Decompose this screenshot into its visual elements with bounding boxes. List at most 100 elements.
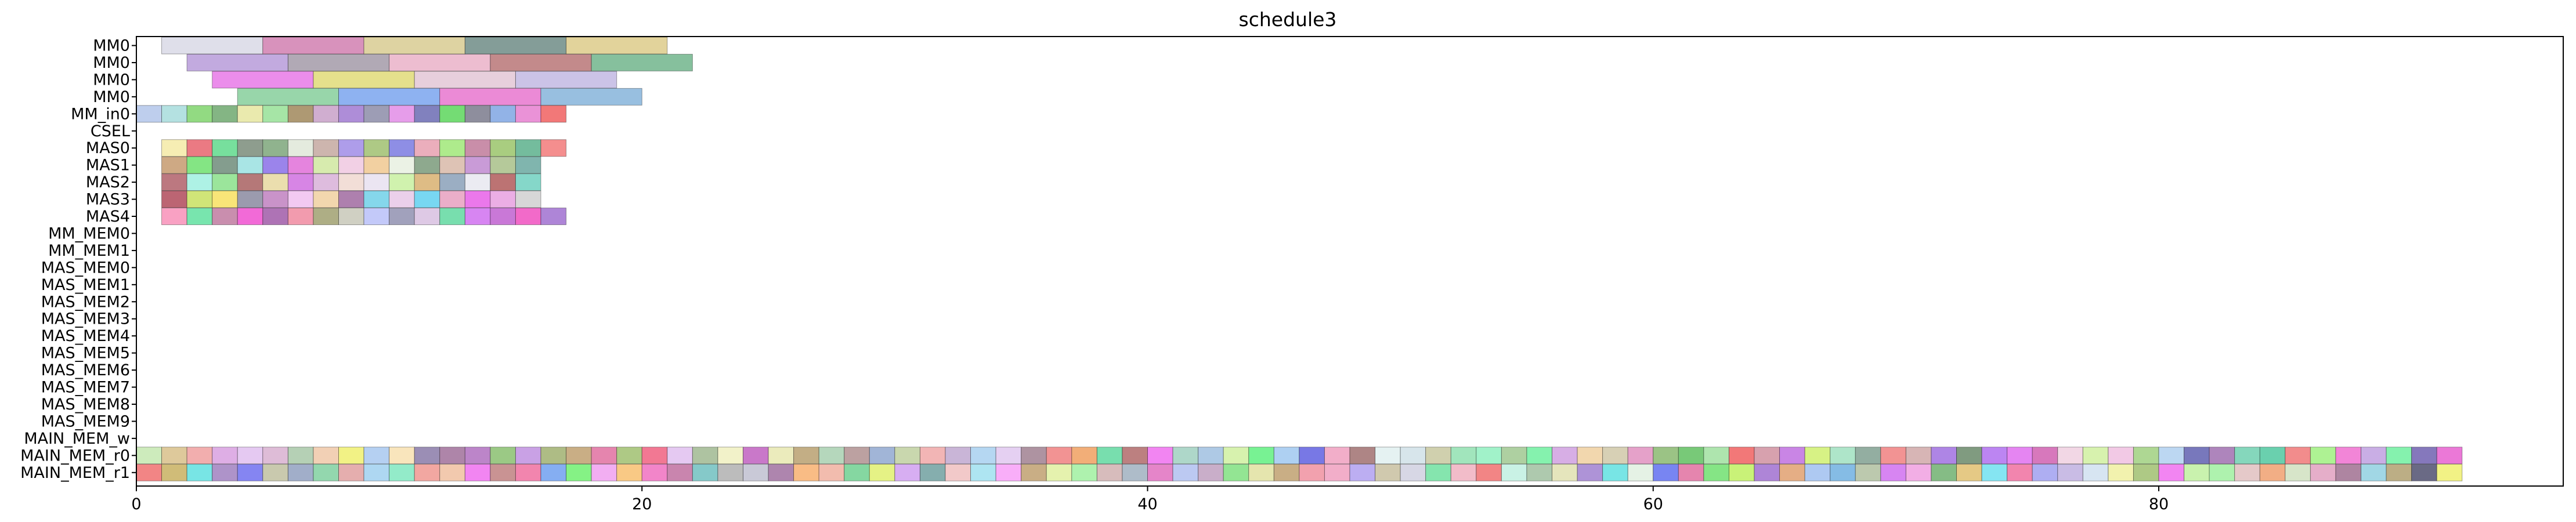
task-bar-24-10 [389, 447, 415, 465]
task-bar-4-11 [414, 105, 440, 123]
task-bar-10-4 [262, 208, 288, 225]
task-bar-8-8 [363, 173, 390, 191]
row-label: MAS_MEM4 [41, 327, 130, 345]
task-bar-6-0 [161, 139, 187, 157]
task-bar-25-59 [1627, 463, 1654, 481]
task-bar-25-72 [1956, 463, 1982, 481]
task-bar-25-23 [717, 463, 743, 481]
task-bar-10-9 [389, 208, 415, 225]
task-bar-24-51 [1425, 447, 1451, 465]
task-bar-25-74 [2007, 463, 2033, 481]
plot-frame [136, 36, 2564, 487]
task-bar-7-0 [161, 156, 187, 174]
task-bar-25-36 [1046, 463, 1072, 481]
task-bar-25-2 [186, 463, 213, 481]
task-bar-24-76 [2057, 447, 2083, 465]
task-bar-9-3 [237, 190, 263, 208]
task-bar-25-79 [2133, 463, 2159, 481]
task-bar-10-5 [287, 208, 314, 225]
task-bar-4-10 [389, 105, 415, 123]
task-bar-4-6 [287, 105, 314, 123]
task-bar-24-35 [1021, 447, 1047, 465]
task-bar-6-11 [439, 139, 465, 157]
task-bar-25-0 [136, 463, 162, 481]
task-bar-24-78 [2108, 447, 2134, 465]
task-bar-9-9 [389, 190, 415, 208]
task-bar-6-13 [490, 139, 516, 157]
task-bar-25-15 [515, 463, 541, 481]
task-bar-25-32 [945, 463, 971, 481]
task-bar-0-1 [262, 37, 364, 55]
task-bar-25-26 [793, 463, 819, 481]
task-bar-25-18 [591, 463, 617, 481]
task-bar-7-12 [464, 156, 491, 174]
task-bar-7-13 [490, 156, 516, 174]
task-bar-6-14 [515, 139, 541, 157]
row-label: MAS2 [86, 173, 130, 191]
row-label: MAIN_MEM_r1 [20, 464, 130, 482]
task-bar-24-56 [1552, 447, 1578, 465]
task-bar-24-80 [2158, 447, 2185, 465]
task-bar-3-16 [439, 88, 541, 106]
task-bar-24-40 [1147, 447, 1173, 465]
task-bar-24-86 [2310, 447, 2336, 465]
task-bar-24-36 [1046, 447, 1072, 465]
task-bar-25-12 [439, 463, 465, 481]
task-bar-10-1 [186, 208, 213, 225]
task-bar-24-83 [2234, 447, 2260, 465]
task-bar-25-35 [1021, 463, 1047, 481]
task-bar-10-6 [313, 208, 339, 225]
task-bar-24-54 [1501, 447, 1527, 465]
x-tick-label: 20 [632, 495, 652, 513]
task-bar-25-53 [1476, 463, 1502, 481]
task-bar-25-3 [212, 463, 238, 481]
task-bar-2-12 [414, 71, 516, 89]
task-bar-24-82 [2209, 447, 2235, 465]
task-bar-25-19 [616, 463, 642, 481]
task-bar-25-9 [363, 463, 390, 481]
row-label: MM0 [93, 54, 130, 72]
task-bar-24-38 [1096, 447, 1123, 465]
task-bar-24-79 [2133, 447, 2159, 465]
task-bar-9-14 [515, 190, 541, 208]
task-bar-25-66 [1804, 463, 1831, 481]
task-bar-9-4 [262, 190, 288, 208]
task-bar-6-7 [338, 139, 364, 157]
task-bar-8-5 [287, 173, 314, 191]
task-bar-24-49 [1375, 447, 1401, 465]
chart-title: schedule3 [1239, 8, 1337, 31]
task-bar-24-64 [1754, 447, 1780, 465]
row-label: MAIN_MEM_w [24, 430, 130, 448]
row-label: MAS1 [86, 157, 130, 175]
task-bar-25-83 [2234, 463, 2260, 481]
task-bar-4-4 [237, 105, 263, 123]
task-bar-7-9 [389, 156, 415, 174]
task-bar-4-14 [490, 105, 516, 123]
task-bar-6-10 [414, 139, 440, 157]
task-bar-8-10 [414, 173, 440, 191]
task-bar-7-3 [237, 156, 263, 174]
task-bar-24-89 [2386, 447, 2412, 465]
task-bar-9-1 [186, 190, 213, 208]
task-bar-1-5 [186, 53, 288, 71]
task-bar-25-54 [1501, 463, 1527, 481]
task-bar-24-58 [1602, 447, 1628, 465]
task-bar-24-6 [287, 447, 314, 465]
x-tick-label: 0 [131, 495, 141, 513]
task-bar-24-14 [490, 447, 516, 465]
task-bar-25-30 [894, 463, 920, 481]
task-bar-24-12 [439, 447, 465, 465]
task-bar-25-64 [1754, 463, 1780, 481]
task-bar-25-73 [1981, 463, 2008, 481]
task-bar-25-50 [1400, 463, 1426, 481]
task-bar-25-27 [818, 463, 845, 481]
task-bar-25-91 [2436, 463, 2463, 481]
task-bar-25-67 [1830, 463, 1856, 481]
task-bar-25-29 [869, 463, 895, 481]
task-bar-3-14 [237, 88, 339, 106]
task-bar-6-12 [464, 139, 491, 157]
task-bar-24-63 [1728, 447, 1755, 465]
task-bar-25-21 [667, 463, 693, 481]
task-bar-25-6 [287, 463, 314, 481]
